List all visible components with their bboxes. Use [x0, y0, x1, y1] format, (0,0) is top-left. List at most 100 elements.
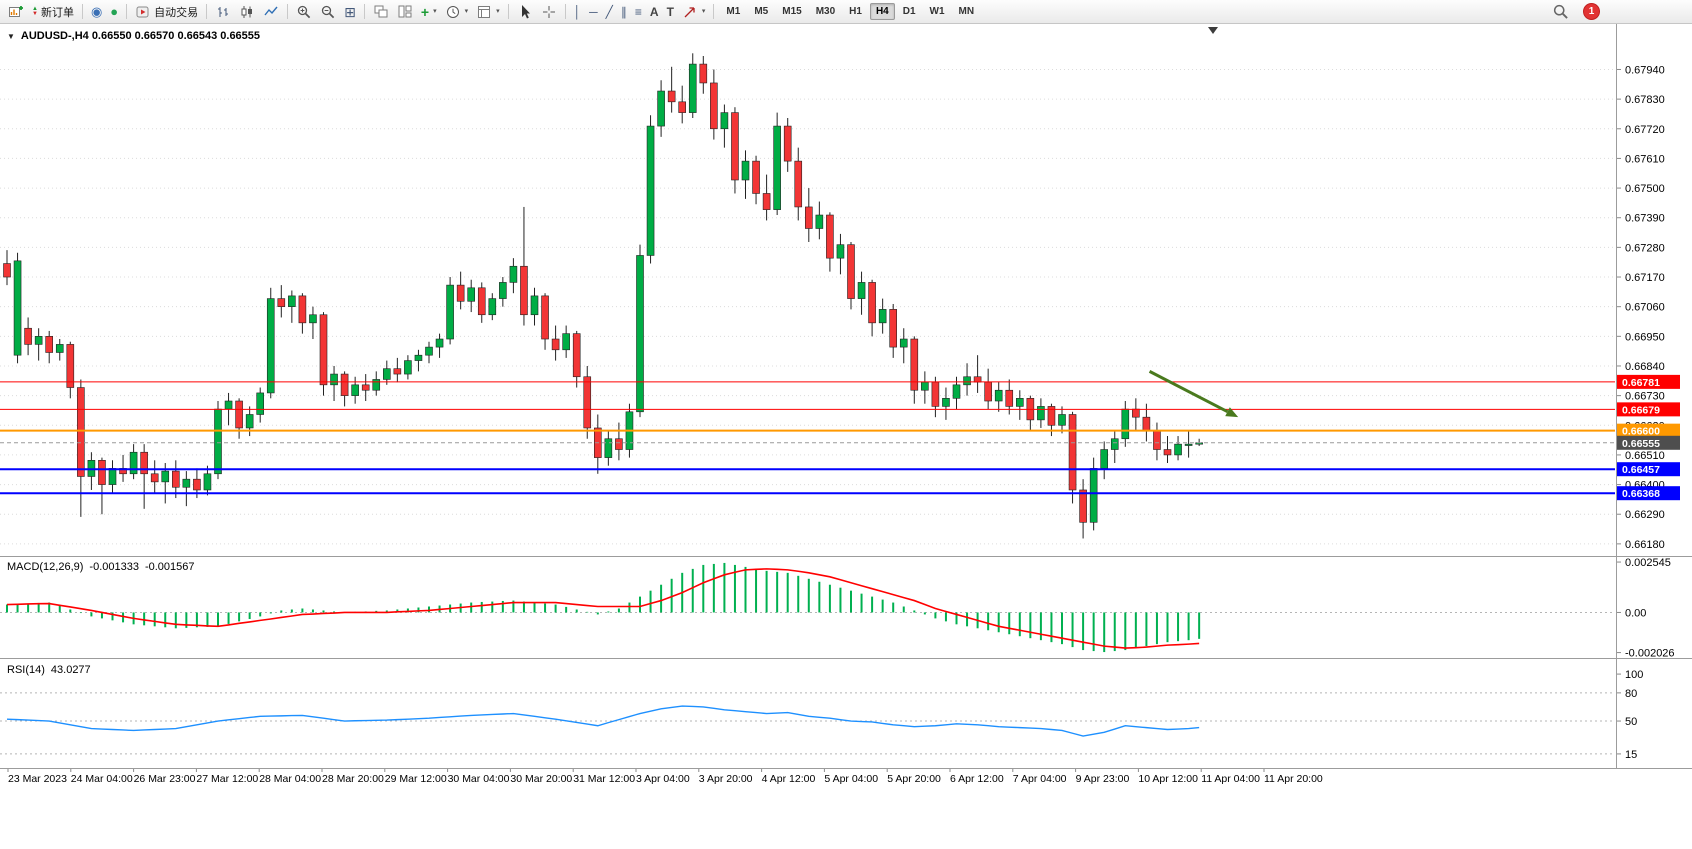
candle	[984, 381, 992, 402]
candle	[731, 112, 739, 181]
arrange-windows-icon	[398, 5, 412, 17]
candle	[446, 284, 454, 340]
macd-label: MACD(12,26,9) -0.001333 -0.001567	[7, 561, 195, 573]
zoom-out-button[interactable]	[317, 2, 339, 22]
rsi-label: RSI(14) 43.0277	[7, 664, 91, 676]
candle	[55, 344, 64, 353]
candle	[815, 214, 824, 229]
trendline-button[interactable]: ╱	[603, 2, 616, 22]
cascade-windows-button[interactable]	[370, 2, 392, 22]
separator	[126, 4, 128, 19]
text-label-button[interactable]: T	[664, 2, 677, 22]
chart-shift-marker[interactable]	[1208, 27, 1218, 34]
arrange-windows-button[interactable]	[394, 2, 416, 22]
timeframe-button-h1[interactable]: H1	[849, 6, 862, 17]
horizontal-line-button[interactable]: ─	[586, 2, 601, 22]
new-chart-button[interactable]	[5, 2, 27, 22]
price-tag	[1616, 462, 1680, 477]
time-label: 4 Apr 12:00	[762, 773, 816, 785]
arrows-tool-button[interactable]: ▾	[679, 2, 709, 22]
svg-text:0.66457: 0.66457	[1622, 464, 1660, 476]
time-label: 3 Apr 04:00	[636, 773, 690, 785]
candle	[942, 398, 950, 407]
candle	[889, 309, 898, 348]
candle	[150, 473, 159, 483]
candle	[425, 346, 433, 356]
market-button[interactable]: ●	[107, 2, 121, 22]
notification-badge[interactable]: 1	[1584, 4, 1599, 19]
candle	[794, 160, 803, 208]
profiles-button[interactable]: ▾	[442, 2, 472, 22]
line-chart-button[interactable]	[260, 2, 282, 22]
candle	[551, 338, 560, 351]
macd-value: -0.001333	[89, 561, 139, 573]
text-button[interactable]: A	[647, 2, 662, 22]
time-label: 26 Mar 23:00	[134, 773, 196, 785]
price-scale-label: 0.67170	[1625, 272, 1665, 284]
collapse-icon[interactable]: ▼	[7, 31, 15, 41]
candle	[636, 255, 644, 413]
timeframe-button-m30[interactable]: M30	[815, 6, 836, 17]
bar-chart-button[interactable]	[212, 2, 234, 22]
new-chart-dropdown-button[interactable]: + ▾	[418, 2, 440, 22]
time-label: 11 Apr 20:00	[1264, 773, 1323, 785]
price-scale-label: 0.67720	[1625, 124, 1665, 136]
channel-button[interactable]: ∥	[618, 2, 630, 22]
candle	[129, 451, 138, 475]
candle	[1142, 416, 1151, 431]
candle	[414, 354, 423, 361]
candle	[762, 193, 771, 210]
candle	[572, 333, 581, 378]
zoom-in-button[interactable]	[293, 2, 315, 22]
price-scale-label: 0.66950	[1625, 331, 1665, 343]
candle	[372, 379, 381, 391]
candle	[330, 373, 338, 386]
timeframe-button-m5[interactable]: M5	[754, 6, 769, 17]
tile-windows-button[interactable]: ⊞	[341, 2, 359, 22]
candle	[615, 438, 623, 450]
search-button[interactable]	[1549, 2, 1572, 22]
price-scale-label: 0.66180	[1625, 539, 1665, 551]
time-label: 31 Mar 12:00	[573, 773, 635, 785]
candle	[678, 101, 687, 113]
timeframe-button-h4[interactable]: H4	[869, 3, 895, 20]
time-label: 11 Apr 04:00	[1201, 773, 1260, 785]
template-icon	[478, 5, 491, 18]
candle	[710, 82, 718, 130]
macd-scale-label: -0.002026	[1625, 648, 1675, 660]
fibonacci-button[interactable]: ≡	[632, 2, 645, 22]
candle	[836, 244, 845, 259]
crosshair-button[interactable]	[538, 2, 560, 22]
candle	[720, 112, 729, 130]
candle	[13, 260, 22, 356]
tile-windows-icon: ⊞	[344, 3, 356, 20]
candle	[1068, 414, 1077, 491]
zoom-out-icon	[322, 5, 335, 18]
community-button[interactable]: ◉	[88, 2, 105, 22]
candle	[826, 214, 834, 259]
candle	[1005, 389, 1014, 407]
timeframe-button-mn[interactable]: MN	[958, 6, 975, 17]
timeframe-button-w1[interactable]: W1	[929, 6, 945, 17]
macd-signal-value: -0.001567	[144, 561, 195, 573]
templates-button[interactable]: ▾	[473, 2, 503, 22]
autotrading-button[interactable]: 自动交易	[132, 2, 201, 22]
cursor-button[interactable]	[514, 2, 536, 22]
separator	[564, 4, 566, 19]
rsi-line	[6, 705, 1200, 737]
macd-indicator-name: MACD(12,26,9)	[7, 561, 84, 573]
clock-icon	[446, 5, 459, 18]
candle	[1121, 408, 1130, 440]
candle	[288, 295, 296, 307]
candle	[541, 295, 549, 340]
timeframe-button-d1[interactable]: D1	[902, 6, 916, 17]
timeframe-button-m1[interactable]: M1	[726, 6, 741, 17]
timeframe-button-m15[interactable]: M15	[782, 6, 802, 17]
separator	[507, 4, 509, 19]
candle	[34, 336, 43, 345]
new-order-button[interactable]: ▲ ▼ 新订单	[29, 2, 77, 22]
candlestick-chart-button[interactable]	[236, 2, 258, 22]
candle	[973, 376, 982, 383]
vertical-line-button[interactable]: │	[571, 2, 585, 22]
